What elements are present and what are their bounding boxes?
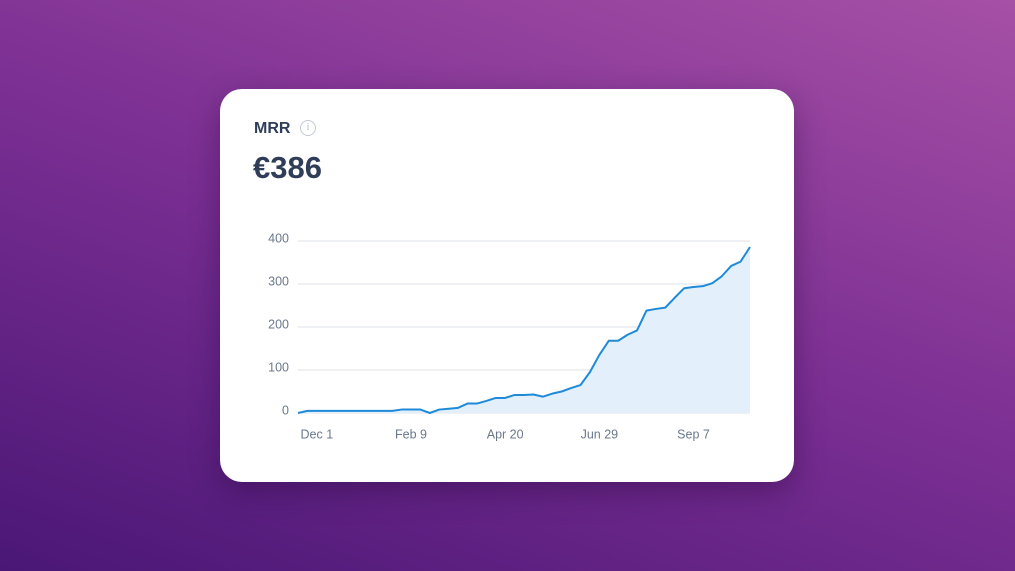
card: MRR i €386 <box>220 89 794 482</box>
line <box>297 246 751 414</box>
x-tick-label: Dec 1 <box>301 427 334 441</box>
card-value: €386 <box>253 150 322 185</box>
y-tick-label: 300 <box>268 274 289 288</box>
y-tick-label: 400 <box>268 231 289 245</box>
x-tick-label: Feb 9 <box>395 427 427 441</box>
x-tick-label: Jun 29 <box>581 427 619 441</box>
x-tick-label: Apr 20 <box>487 427 524 441</box>
info-icon[interactable]: i <box>300 120 316 136</box>
area <box>298 247 750 413</box>
x-tick-label: Sep 7 <box>677 427 710 441</box>
card-title: MRR <box>254 120 291 137</box>
y-tick-label: 0 <box>282 403 289 417</box>
y-tick-label: 100 <box>268 360 289 374</box>
y-tick-label: 200 <box>268 317 289 331</box>
